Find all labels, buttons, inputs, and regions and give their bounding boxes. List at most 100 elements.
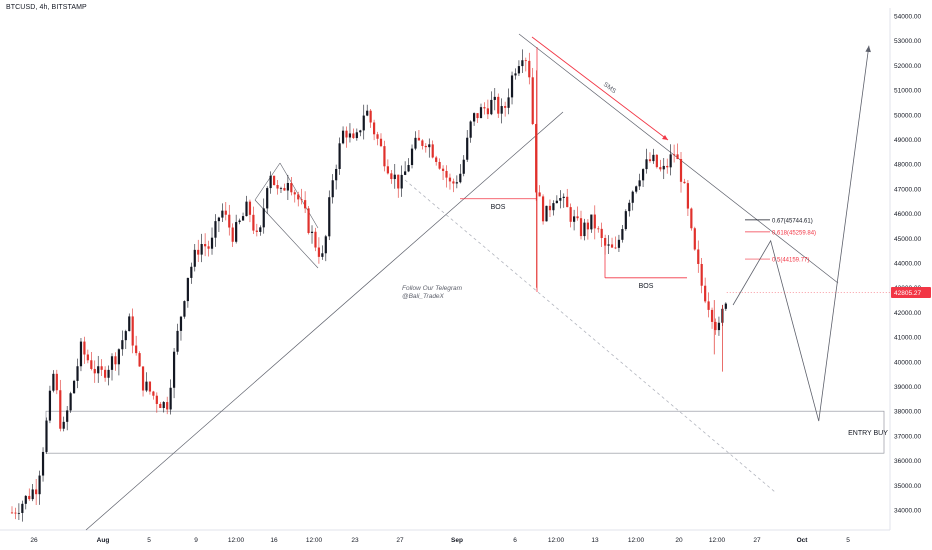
candle-body xyxy=(314,231,317,248)
candle-body xyxy=(497,96,500,114)
candle-body xyxy=(348,133,352,138)
candle-body xyxy=(317,247,321,257)
candle-body xyxy=(45,420,48,452)
candle-body xyxy=(452,181,455,184)
candle-body xyxy=(72,380,76,394)
candle-body xyxy=(628,202,631,212)
bos-label-1: BOS xyxy=(491,204,506,211)
candle-body xyxy=(600,228,603,238)
candle-body xyxy=(597,228,600,230)
candle-body xyxy=(221,210,224,218)
candle-body xyxy=(259,227,262,232)
y-tick-label: 38000.00 xyxy=(894,409,921,416)
candle-body xyxy=(493,96,496,100)
candle-body xyxy=(138,353,141,367)
x-tick-label: 27 xyxy=(396,537,404,544)
candle-body xyxy=(135,345,138,354)
candle-body xyxy=(86,354,89,361)
candle-body xyxy=(131,316,134,346)
current-price-label: 42805.27 xyxy=(894,290,921,297)
candle-body xyxy=(535,124,538,193)
channel-line-upper xyxy=(254,162,281,201)
y-tick-label: 48000.00 xyxy=(894,162,921,169)
candle-body xyxy=(210,237,214,249)
candle-body xyxy=(369,110,372,123)
candle-body xyxy=(100,366,103,370)
candle-body xyxy=(117,349,121,365)
candle-body xyxy=(217,217,221,222)
candle-body xyxy=(224,210,227,215)
candle-body xyxy=(172,351,176,388)
candle-body xyxy=(524,60,527,62)
candle-body xyxy=(528,60,531,78)
x-tick-label: 12:00 xyxy=(628,537,645,544)
sms-label: SMS xyxy=(602,81,618,95)
candle-body xyxy=(104,369,107,378)
candle-body xyxy=(531,77,534,125)
ascending-trendline[interactable] xyxy=(85,111,564,531)
current-price-tag xyxy=(891,287,931,299)
candle-body xyxy=(231,227,234,242)
candle-body xyxy=(321,253,324,257)
y-tick-label: 36000.00 xyxy=(894,458,921,465)
candle-body xyxy=(641,169,645,181)
candle-body xyxy=(448,177,452,182)
candle-body xyxy=(183,301,186,317)
candle-body xyxy=(252,214,255,231)
candle-body xyxy=(107,369,110,378)
candle-body xyxy=(583,222,586,237)
candle-body xyxy=(500,106,503,114)
candle-body xyxy=(372,122,376,135)
candle-body xyxy=(710,309,714,322)
candle-body xyxy=(41,451,45,476)
candle-body xyxy=(293,192,296,195)
candle-body xyxy=(455,182,458,184)
candle-body xyxy=(310,231,314,234)
x-tick-label: 23 xyxy=(351,537,359,544)
candle-body xyxy=(66,410,69,422)
projection-path[interactable] xyxy=(732,45,870,422)
candle-body xyxy=(345,130,348,138)
fib-level-label: 0.618(45259.84) xyxy=(772,230,816,236)
candle-body xyxy=(17,512,20,514)
sms-line[interactable] xyxy=(531,36,669,141)
y-tick-label: 50000.00 xyxy=(894,112,921,119)
candle-body xyxy=(659,167,662,170)
candle-body xyxy=(624,211,627,230)
candle-body xyxy=(486,108,489,115)
candle-body xyxy=(255,230,258,232)
entry-buy-zone[interactable] xyxy=(45,410,885,454)
candle-body xyxy=(193,249,196,267)
candle-body xyxy=(90,360,93,369)
candle-body xyxy=(324,236,327,254)
candle-body xyxy=(459,173,462,183)
candle-body xyxy=(335,168,338,181)
candle-body xyxy=(238,220,241,223)
candle-body xyxy=(59,390,62,429)
candle-body xyxy=(617,239,621,248)
candle-body xyxy=(52,373,55,391)
candle-body xyxy=(673,154,676,156)
bos-label-2: BOS xyxy=(639,283,654,290)
candle-body xyxy=(176,330,179,352)
candle-body xyxy=(290,182,293,193)
candle-body xyxy=(21,503,24,513)
candle-body xyxy=(228,214,231,228)
projection-arrowhead xyxy=(865,45,871,53)
x-tick-label: Aug xyxy=(97,537,110,544)
candle-body xyxy=(466,137,469,160)
candle-body xyxy=(645,159,648,170)
candle-body xyxy=(724,303,727,309)
candle-body xyxy=(397,174,400,189)
candle-body xyxy=(76,366,79,381)
candle-body xyxy=(245,201,248,217)
candle-body xyxy=(352,133,355,139)
x-tick-label: Sep xyxy=(451,537,463,544)
candle-body xyxy=(248,201,252,215)
candle-body xyxy=(555,200,558,204)
candle-body xyxy=(390,173,393,180)
candle-body xyxy=(283,187,286,191)
candle-body xyxy=(462,159,465,174)
